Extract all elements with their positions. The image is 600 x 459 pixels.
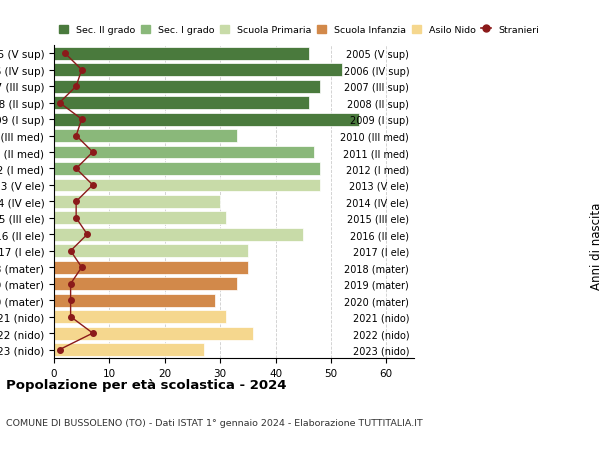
Bar [54, 48, 309, 61]
Bar [54, 311, 226, 323]
Bar [54, 64, 342, 77]
Bar [54, 278, 237, 291]
Point [71, 133, 81, 140]
Bar [54, 97, 309, 110]
Point [71, 83, 81, 90]
Text: Popolazione per età scolastica - 2024: Popolazione per età scolastica - 2024 [6, 379, 287, 392]
Point [88, 330, 98, 337]
Point [55, 346, 64, 353]
Point [88, 182, 98, 189]
Point [71, 215, 81, 222]
Point [71, 198, 81, 206]
Text: Anni di nascita: Anni di nascita [590, 202, 600, 289]
Point [66, 280, 76, 288]
Bar [54, 162, 320, 175]
Bar [54, 261, 248, 274]
Point [55, 100, 64, 107]
Bar [54, 196, 220, 208]
Point [66, 313, 76, 321]
Point [88, 149, 98, 157]
Bar [54, 81, 320, 93]
Bar [54, 229, 303, 241]
Bar [54, 343, 203, 356]
Bar [54, 245, 248, 257]
Bar [54, 327, 253, 340]
Bar [54, 179, 320, 192]
Legend: Sec. II grado, Sec. I grado, Scuola Primaria, Scuola Infanzia, Asilo Nido, Stran: Sec. II grado, Sec. I grado, Scuola Prim… [59, 26, 539, 35]
Point [60, 50, 70, 58]
Point [71, 165, 81, 173]
Bar [54, 294, 215, 307]
Point [77, 67, 86, 74]
Bar [54, 212, 226, 225]
Bar [54, 146, 314, 159]
Point [66, 297, 76, 304]
Text: COMUNE DI BUSSOLENO (TO) - Dati ISTAT 1° gennaio 2024 - Elaborazione TUTTITALIA.: COMUNE DI BUSSOLENO (TO) - Dati ISTAT 1°… [6, 418, 423, 427]
Point [66, 247, 76, 255]
Point [77, 264, 86, 271]
Bar [54, 130, 237, 143]
Point [82, 231, 92, 239]
Bar [54, 113, 359, 126]
Point [77, 116, 86, 123]
